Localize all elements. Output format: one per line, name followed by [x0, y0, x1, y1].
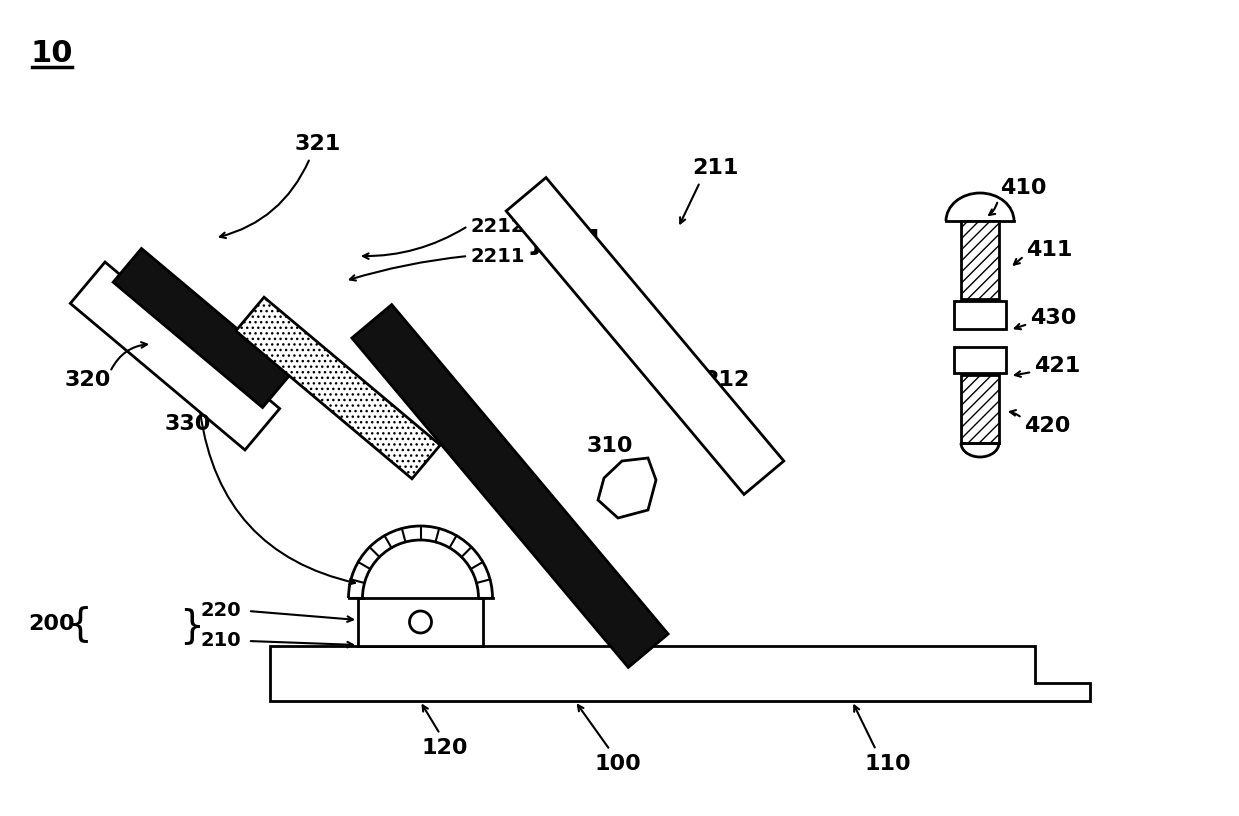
Text: 421: 421 [1035, 356, 1080, 376]
Bar [954, 301, 1006, 329]
Text: 100: 100 [595, 754, 642, 774]
Bar [961, 221, 999, 299]
Polygon shape [270, 646, 1090, 701]
Polygon shape [235, 297, 440, 479]
Bar [358, 598, 483, 646]
Bar [961, 375, 999, 443]
Text: 220: 220 [199, 601, 240, 620]
Text: 320: 320 [64, 370, 112, 390]
Text: 200: 200 [28, 614, 76, 634]
Text: }: } [180, 607, 204, 645]
Text: {: { [68, 605, 93, 643]
Text: 310: 310 [587, 436, 633, 456]
Polygon shape [113, 249, 291, 407]
Polygon shape [71, 262, 280, 450]
Text: 10: 10 [31, 39, 73, 69]
Text: }221: }221 [527, 228, 603, 256]
Text: 2211: 2211 [470, 246, 524, 265]
Text: 330: 330 [165, 414, 211, 434]
Text: 430: 430 [1030, 308, 1077, 328]
Text: 420: 420 [1023, 416, 1070, 436]
Text: 210: 210 [199, 632, 240, 650]
Polygon shape [598, 458, 655, 518]
Text: 212: 212 [703, 370, 750, 390]
Circle shape [410, 611, 431, 633]
Polygon shape [507, 178, 784, 494]
Text: 410: 410 [1000, 178, 1047, 198]
Text: 411: 411 [1026, 240, 1073, 260]
Text: 2212: 2212 [470, 216, 524, 236]
Polygon shape [352, 304, 668, 667]
Text: 321: 321 [295, 134, 341, 154]
Text: 110: 110 [865, 754, 912, 774]
Text: 120: 120 [421, 738, 468, 758]
Bar [954, 347, 1006, 373]
Text: 211: 211 [691, 158, 738, 178]
